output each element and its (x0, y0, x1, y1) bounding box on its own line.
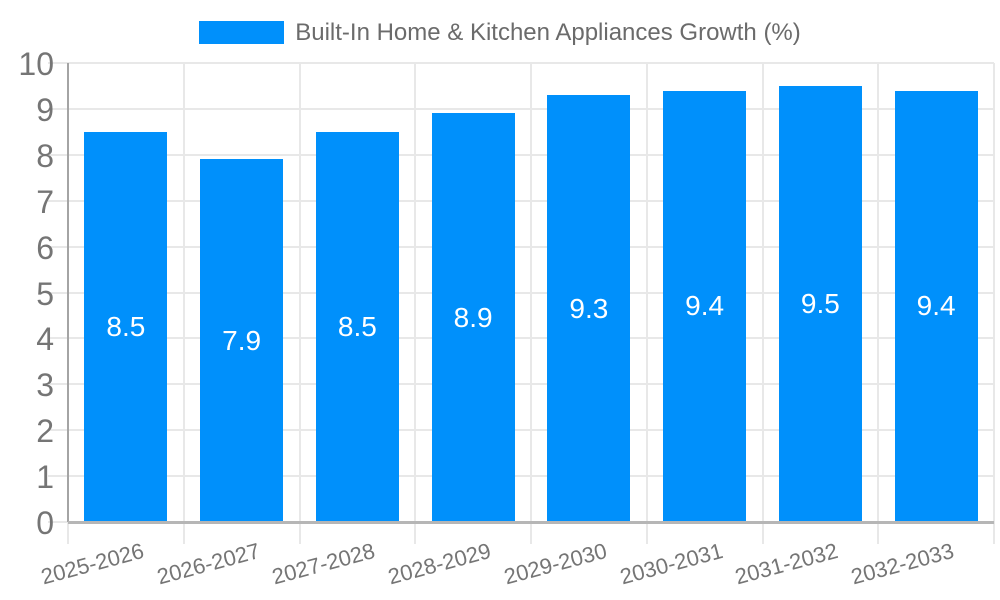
bar-value-label: 9.4 (685, 290, 725, 322)
bar[interactable]: 9.5 (778, 85, 862, 522)
y-axis-line (67, 63, 69, 522)
bar[interactable]: 7.9 (200, 159, 284, 522)
gridline-horizontal (48, 383, 994, 386)
gridline-horizontal (48, 291, 994, 294)
bar[interactable]: 8.9 (431, 113, 515, 522)
bar-value-label: 9.5 (800, 287, 840, 319)
y-axis-tick-label: 3 (36, 367, 54, 404)
gridline-vertical (645, 63, 648, 544)
gridline-vertical (298, 63, 301, 544)
gridline-horizontal (48, 429, 994, 432)
gridline-horizontal (48, 337, 994, 340)
y-axis-tick-label: 2 (36, 413, 54, 450)
bar-value-label: 9.4 (916, 290, 956, 322)
bar[interactable]: 8.5 (315, 131, 399, 522)
bar-value-label: 8.9 (453, 301, 493, 333)
bar[interactable]: 8.5 (84, 131, 168, 522)
y-axis-tick-label: 4 (36, 321, 54, 358)
legend-series-label: Built-In Home & Kitchen Appliances Growt… (295, 19, 801, 46)
bar-value-label: 9.3 (569, 292, 609, 324)
y-axis-tick-label: 0 (36, 505, 54, 541)
gridline-horizontal (48, 153, 994, 156)
bar[interactable]: 9.3 (547, 95, 631, 522)
bar[interactable]: 9.4 (663, 90, 747, 522)
gridline-vertical (530, 63, 532, 544)
bar-value-label: 8.5 (106, 310, 146, 342)
bar-value-label: 7.9 (222, 324, 262, 356)
gridline-horizontal (48, 107, 994, 110)
y-axis-tick-label: 7 (36, 183, 54, 220)
legend-swatch (199, 21, 285, 44)
bar[interactable]: 9.4 (894, 90, 978, 522)
gridline-vertical (414, 63, 417, 544)
y-axis-tick-label: 10 (18, 46, 54, 82)
chart-legend[interactable]: Built-In Home & Kitchen Appliances Growt… (0, 19, 1000, 46)
gridline-vertical (761, 63, 764, 544)
gridline-vertical (993, 63, 995, 544)
gridline-vertical (877, 63, 880, 544)
y-axis-tick-label: 1 (36, 459, 54, 496)
y-axis-tick-label: 8 (36, 137, 54, 174)
y-axis-tick-label: 5 (36, 275, 54, 312)
gridline-horizontal (48, 475, 994, 478)
gridline-vertical (182, 63, 185, 544)
gridline-horizontal (48, 199, 994, 202)
y-axis-tick-label: 9 (36, 91, 54, 128)
x-axis-line (68, 521, 994, 524)
gridline-horizontal (48, 62, 994, 64)
bar-value-label: 8.5 (337, 310, 377, 342)
gridline-horizontal (48, 245, 994, 248)
y-axis-tick-label: 6 (36, 229, 54, 266)
